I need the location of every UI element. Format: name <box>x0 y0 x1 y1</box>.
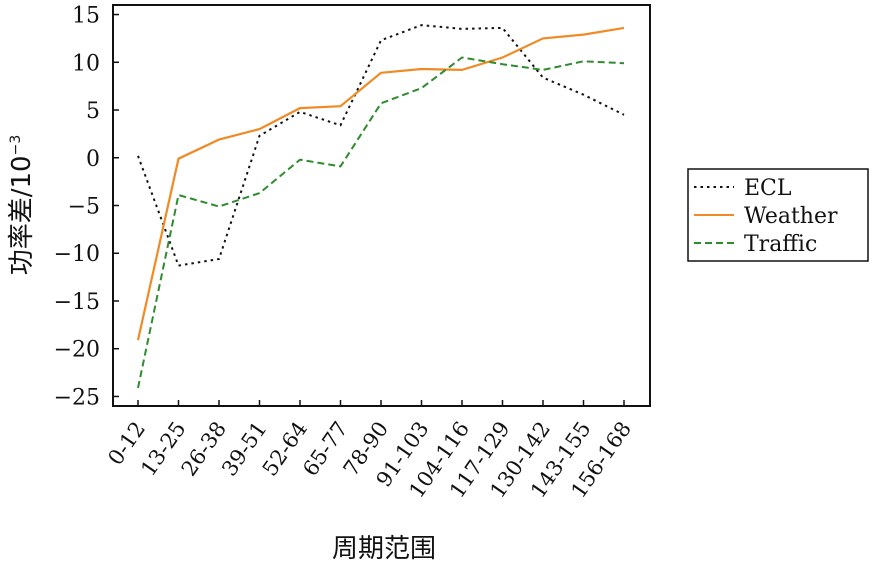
series-layer <box>136 24 625 389</box>
series-line-ecl <box>137 24 625 267</box>
series-line-weather <box>136 26 625 341</box>
legend-label-weather: Weather <box>744 204 838 229</box>
y-tick-label: 0 <box>86 147 100 172</box>
y-tick-label: −20 <box>54 338 100 363</box>
y-tick-label: 5 <box>86 99 100 124</box>
series-line-traffic <box>137 56 625 389</box>
y-axis-title: 功率差/10−3 <box>7 135 37 276</box>
y-tick-label: −25 <box>54 385 100 410</box>
y-tick-label: −10 <box>54 242 100 267</box>
y-axis-title-group: 功率差/10−3 <box>7 135 37 276</box>
x-axis-title: 周期范围 <box>332 534 436 564</box>
x-axis-ticks: 0-1213-2526-3839-5152-6465-7778-9091-103… <box>103 400 636 502</box>
y-tick-label: −15 <box>54 290 100 315</box>
legend-label-traffic: Traffic <box>744 232 817 257</box>
legend: ECL Weather Traffic <box>687 168 869 262</box>
y-tick-label: 15 <box>72 4 100 29</box>
y-axis-title-main: 功率差/10 <box>7 155 37 275</box>
legend-label-ecl: ECL <box>744 176 792 201</box>
y-axis-title-exponent: −3 <box>8 135 24 156</box>
y-tick-label: 10 <box>72 51 100 76</box>
y-axis-ticks: −25 −20 −15 −10 −5 0 5 10 15 <box>54 4 119 410</box>
y-tick-label: −5 <box>68 195 100 220</box>
